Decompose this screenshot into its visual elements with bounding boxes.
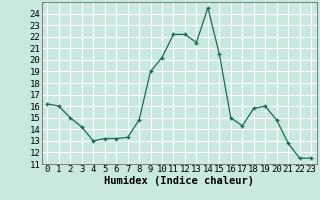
X-axis label: Humidex (Indice chaleur): Humidex (Indice chaleur) bbox=[104, 176, 254, 186]
